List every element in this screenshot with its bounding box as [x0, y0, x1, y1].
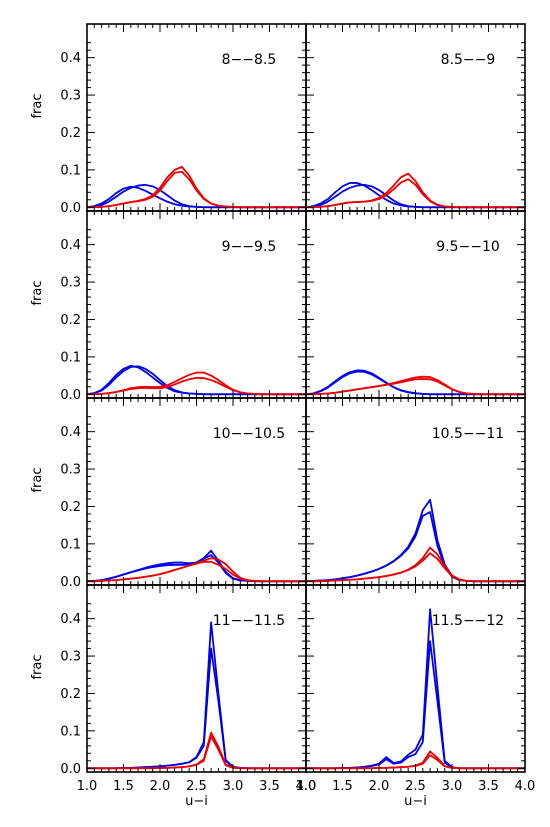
y-axis-label: frac — [30, 93, 45, 118]
y-tick-label: 0.0 — [60, 575, 81, 590]
y-tick-label: 0.3 — [60, 276, 81, 291]
panel-label: 11−−11.5 — [213, 613, 285, 629]
panel-5: 10−−10.5 — [86, 397, 307, 586]
y-axis-label: frac — [30, 654, 45, 679]
y-tick-label: 0.2 — [60, 687, 81, 702]
panel-label: 8.5−−9 — [441, 52, 496, 68]
x-tick-label: 4.0 — [296, 779, 317, 794]
y-tick-label: 0.2 — [60, 500, 81, 515]
y-tick-label: 0.4 — [60, 51, 81, 66]
y-tick-label: 0.4 — [60, 612, 81, 627]
y-tick-label: 0.0 — [60, 201, 81, 216]
series-line-blue-b — [86, 364, 306, 396]
y-tick-label: 0.4 — [60, 238, 81, 253]
y-tick-label: 0.2 — [60, 313, 81, 328]
x-tick-label: 3.0 — [223, 779, 244, 794]
panel-label: 10−−10.5 — [213, 426, 285, 442]
panel-label: 9−−9.5 — [222, 239, 277, 255]
series-line-blue-a — [305, 511, 525, 583]
series-line-blue-a — [87, 647, 306, 770]
y-tick-label: 0.2 — [60, 126, 81, 141]
y-tick-label: 0.1 — [60, 163, 81, 178]
x-tick-label: 3.5 — [259, 779, 280, 794]
y-tick-label: 0.3 — [60, 650, 81, 665]
series-line-red-b — [87, 165, 306, 209]
x-tick-label: 3.5 — [478, 779, 499, 794]
panel-1: 8−−8.5 — [86, 23, 307, 212]
series-line-red-b — [87, 731, 306, 770]
y-tick-label: 0.3 — [60, 89, 81, 104]
y-tick-label: 0.1 — [60, 724, 81, 739]
panel-3: 9−−9.5 — [86, 210, 307, 399]
panel-2: 8.5−−9 — [305, 23, 526, 212]
x-tick-label: 3.0 — [442, 779, 463, 794]
panel-label: 10.5−−11 — [432, 426, 504, 442]
y-tick-label: 0.0 — [60, 388, 81, 403]
y-axis-label: frac — [30, 467, 45, 492]
y-tick-label: 0.1 — [60, 537, 81, 552]
panel-grid: 8−−8.5 8.5−−9 9−−9.5 9.5−−10 10−−10.5 10.5−−1… — [86, 23, 526, 773]
series-line-blue-a — [86, 549, 306, 583]
x-tick-label: 1.0 — [77, 779, 98, 794]
x-tick-label: 2.5 — [186, 779, 207, 794]
y-tick-label: 0.3 — [60, 463, 81, 478]
y-tick-label: 0.1 — [60, 350, 81, 365]
series-line-blue-b — [305, 498, 525, 583]
y-tick-label: 0.0 — [60, 762, 81, 777]
x-tick-label: 2.0 — [150, 779, 171, 794]
x-tick-label: 2.5 — [405, 779, 426, 794]
panel-4: 9.5−−10 — [305, 210, 526, 399]
x-axis-label: u−i — [185, 794, 208, 809]
panel-6: 10.5−−11 — [305, 397, 526, 586]
x-tick-label: 1.5 — [113, 779, 134, 794]
panel-8: 11.5−−12 — [305, 584, 526, 773]
x-axis-label: u−i — [404, 794, 427, 809]
panel-label: 11.5−−12 — [432, 613, 504, 629]
series-line-blue-b — [87, 621, 306, 770]
series-line-red-b — [306, 546, 525, 583]
axis-annotations: 0.0 0.1 0.2 0.3 0.4 frac 0.0 0.1 0.2 0.3 0.4 frac 0.… — [30, 51, 535, 809]
y-tick-label: 0.4 — [60, 425, 81, 440]
x-tick-label: 4.0 — [515, 779, 536, 794]
x-tick-label: 1.5 — [332, 779, 353, 794]
x-tick-label: 2.0 — [369, 779, 390, 794]
series-line-blue-b — [306, 608, 525, 770]
panel-label: 8−−8.5 — [222, 52, 277, 68]
panel-7: 11−−11.5 — [86, 584, 307, 773]
x-tick-label: 1.0 — [296, 779, 317, 794]
panel-label: 9.5−−10 — [436, 239, 500, 255]
y-axis-label: frac — [30, 280, 45, 305]
